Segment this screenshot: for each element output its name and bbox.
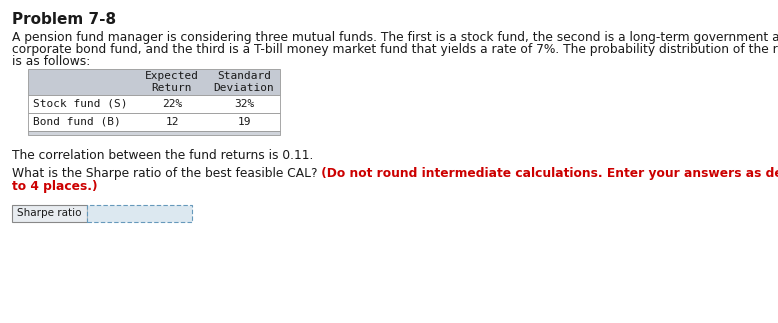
Text: (Do not round intermediate calculations. Enter your answers as decimals rounded: (Do not round intermediate calculations.… — [317, 167, 778, 180]
FancyBboxPatch shape — [28, 113, 280, 131]
Text: Standard
Deviation: Standard Deviation — [214, 71, 275, 93]
FancyBboxPatch shape — [87, 205, 192, 222]
FancyBboxPatch shape — [12, 205, 87, 222]
Text: What is the Sharpe ratio of the best feasible CAL?: What is the Sharpe ratio of the best fea… — [12, 167, 317, 180]
Text: corporate bond fund, and the third is a T-bill money market fund that yields a r: corporate bond fund, and the third is a … — [12, 43, 778, 56]
FancyBboxPatch shape — [28, 95, 280, 113]
Text: 12: 12 — [165, 117, 179, 127]
Text: to 4 places.): to 4 places.) — [12, 180, 97, 193]
Text: 22%: 22% — [162, 99, 182, 109]
Text: A pension fund manager is considering three mutual funds. The first is a stock f: A pension fund manager is considering th… — [12, 31, 778, 44]
FancyBboxPatch shape — [28, 131, 280, 135]
FancyBboxPatch shape — [28, 69, 280, 95]
Text: 19: 19 — [237, 117, 251, 127]
Text: The correlation between the fund returns is 0.11.: The correlation between the fund returns… — [12, 149, 314, 162]
Text: Stock fund (S): Stock fund (S) — [33, 99, 128, 109]
Text: Expected
Return: Expected Return — [145, 71, 199, 93]
Text: is as follows:: is as follows: — [12, 55, 90, 68]
Text: Sharpe ratio: Sharpe ratio — [17, 209, 82, 218]
Text: Bond fund (B): Bond fund (B) — [33, 117, 121, 127]
Text: Problem 7-8: Problem 7-8 — [12, 12, 116, 27]
Text: 32%: 32% — [234, 99, 254, 109]
